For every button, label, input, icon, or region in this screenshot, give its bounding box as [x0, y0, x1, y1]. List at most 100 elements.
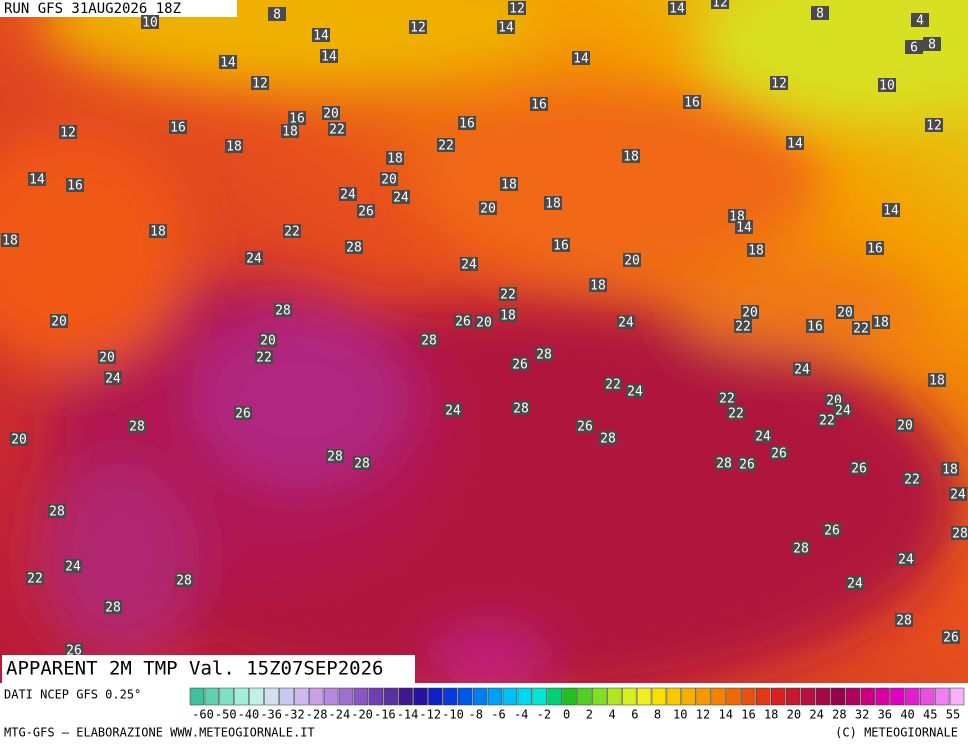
- scale-label: -36: [260, 708, 282, 722]
- label-value: 28: [896, 614, 912, 629]
- label-box: [683, 95, 701, 109]
- temperature-label: 20: [475, 315, 493, 331]
- scale-swatch: [517, 687, 533, 706]
- scale-swatch: [711, 687, 726, 706]
- credit: MTG-GFS — ELABORAZIONE WWW.METEOGIORNALE…: [4, 726, 315, 740]
- label-box: [734, 319, 752, 333]
- temperature-label: 28: [512, 401, 530, 417]
- temperature-label: 26: [576, 419, 594, 435]
- label-value: 20: [476, 316, 492, 331]
- label-value: 12: [771, 77, 787, 92]
- label-value: 24: [627, 385, 643, 400]
- source: DATI NCEP GFS 0.25°: [4, 688, 141, 702]
- label-value: 22: [904, 473, 920, 488]
- temperature-label: 4: [911, 13, 929, 29]
- label-value: 22: [284, 225, 300, 240]
- label-value: 18: [748, 244, 764, 259]
- scale-swatch: [726, 687, 741, 706]
- label-value: 24: [340, 188, 356, 203]
- temperature-label: 18: [872, 315, 890, 331]
- temperature-label: 22: [727, 406, 745, 422]
- temperature-label: 18: [747, 243, 765, 259]
- temperature-label: 14: [497, 20, 515, 36]
- temperature-label: 24: [444, 403, 462, 419]
- label-box: [320, 49, 338, 63]
- scale-label: 36: [878, 708, 892, 722]
- label-box: [727, 406, 745, 420]
- scale-swatch: [666, 687, 682, 706]
- temperature-label: 28: [535, 347, 553, 363]
- temperature-label: 14: [312, 28, 330, 44]
- scale-swatch: [815, 687, 831, 706]
- temperature-label: 24: [754, 429, 772, 445]
- scale-swatch: [338, 687, 354, 706]
- label-box: [169, 120, 187, 134]
- scale-label: 6: [631, 708, 638, 722]
- label-box: [770, 446, 788, 460]
- label-box: [850, 461, 868, 475]
- temperature-label: 8: [268, 7, 286, 23]
- label-box: [896, 418, 914, 432]
- scale-label: -12: [419, 708, 441, 722]
- scale-label: -60: [192, 708, 214, 722]
- label-value: 28: [105, 601, 121, 616]
- temperature-label: 28: [175, 573, 193, 589]
- scale-label: -6: [491, 708, 505, 722]
- label-value: 10: [879, 79, 895, 94]
- label-box: [28, 172, 46, 186]
- temperature-label: 26: [823, 523, 841, 539]
- label-value: 20: [624, 254, 640, 269]
- label-box: [846, 576, 864, 590]
- label-box: [458, 116, 476, 130]
- label-box: [823, 523, 841, 537]
- scale-label: -16: [374, 708, 396, 722]
- scale-label: 10: [673, 708, 687, 722]
- scale-label: 16: [741, 708, 755, 722]
- label-value: 12: [60, 126, 76, 141]
- temperature-label: 28: [326, 449, 344, 465]
- color-scale: -60 -50 -40 -36 -32 -28 -24 -20 -16 -14 -12 -10 -8 -6…: [189, 687, 965, 722]
- label-box: [339, 187, 357, 201]
- scale-label: 2: [586, 708, 593, 722]
- scale-label: -28: [306, 708, 328, 722]
- label-box: [754, 429, 772, 443]
- temperature-label: 16: [552, 238, 570, 254]
- temperature-label: 18: [499, 308, 517, 324]
- label-value: 22: [438, 139, 454, 154]
- label-box: [234, 406, 252, 420]
- scale-swatch: [756, 687, 771, 706]
- label-box: [255, 350, 273, 364]
- scale-label: 18: [764, 708, 778, 722]
- label-value: 12: [926, 119, 942, 134]
- label-box: [437, 138, 455, 152]
- label-box: [104, 600, 122, 614]
- label-value: 28: [716, 457, 732, 472]
- label-box: [818, 413, 836, 427]
- label-box: [942, 630, 960, 644]
- scale-swatch: [472, 687, 488, 706]
- label-value: 22: [719, 392, 735, 407]
- label-box: [409, 20, 427, 34]
- label-value: 20: [897, 419, 913, 434]
- scale-label: 20: [787, 708, 801, 722]
- label-box: [149, 224, 167, 238]
- label-value: 16: [807, 320, 823, 335]
- scale-label: 4: [608, 708, 615, 722]
- temperature-label: 12: [770, 76, 788, 92]
- temperature-label: 24: [392, 190, 410, 206]
- label-box: [735, 220, 753, 234]
- label-box: [903, 472, 921, 486]
- label-value: 20: [51, 315, 67, 330]
- temperature-label: 12: [59, 125, 77, 141]
- label-box: [786, 136, 804, 150]
- temperature-label: 12: [925, 118, 943, 134]
- scale-swatch: [875, 687, 890, 706]
- label-value: 22: [605, 378, 621, 393]
- temperature-label: 18: [225, 139, 243, 155]
- label-value: 24: [835, 404, 851, 419]
- label-box: [617, 315, 635, 329]
- label-box: [508, 1, 526, 15]
- scale-swatch: [279, 687, 294, 706]
- label-value: 14: [787, 137, 803, 152]
